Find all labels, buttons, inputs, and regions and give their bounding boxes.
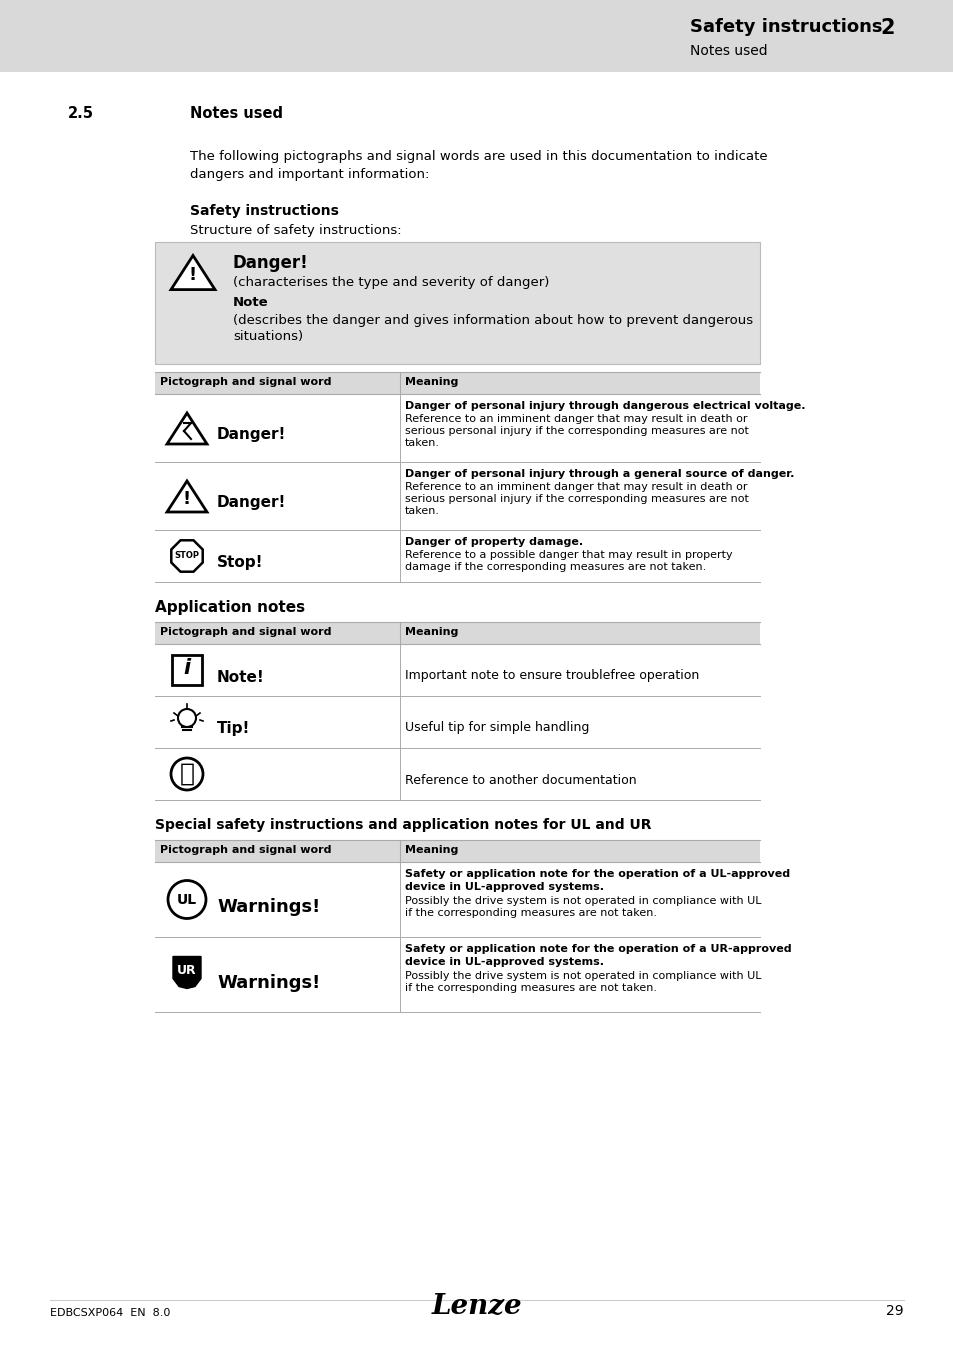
Text: taken.: taken. bbox=[405, 506, 439, 516]
Text: device in UL-approved systems.: device in UL-approved systems. bbox=[405, 882, 603, 892]
Text: taken.: taken. bbox=[405, 437, 439, 448]
Text: situations): situations) bbox=[233, 329, 303, 343]
Text: Reference to a possible danger that may result in property: Reference to a possible danger that may … bbox=[405, 549, 732, 560]
Text: Special safety instructions and application notes for UL and UR: Special safety instructions and applicat… bbox=[154, 818, 651, 832]
Circle shape bbox=[178, 709, 195, 728]
Bar bbox=[154, 622, 760, 644]
Text: EDBCSXP064  EN  8.0: EDBCSXP064 EN 8.0 bbox=[50, 1308, 171, 1318]
Polygon shape bbox=[172, 957, 201, 988]
Text: Notes used: Notes used bbox=[190, 107, 283, 122]
Text: Note!: Note! bbox=[216, 670, 265, 684]
Circle shape bbox=[171, 757, 203, 790]
Polygon shape bbox=[172, 540, 202, 571]
Text: !: ! bbox=[183, 490, 191, 508]
Text: ⓘ: ⓘ bbox=[179, 761, 194, 786]
Bar bbox=[154, 242, 760, 364]
Bar bbox=[172, 655, 202, 684]
Text: Reference to an imminent danger that may result in death or: Reference to an imminent danger that may… bbox=[405, 482, 747, 491]
Text: device in UL-approved systems.: device in UL-approved systems. bbox=[405, 957, 603, 967]
Text: Lenze: Lenze bbox=[432, 1293, 521, 1320]
Text: Meaning: Meaning bbox=[405, 845, 458, 855]
Text: Pictograph and signal word: Pictograph and signal word bbox=[160, 626, 331, 637]
Text: 2.5: 2.5 bbox=[68, 107, 94, 122]
Text: Possibly the drive system is not operated in compliance with UL: Possibly the drive system is not operate… bbox=[405, 971, 760, 981]
Text: Meaning: Meaning bbox=[405, 377, 458, 387]
Circle shape bbox=[168, 880, 206, 918]
Text: Stop!: Stop! bbox=[216, 555, 263, 571]
Text: Danger!: Danger! bbox=[233, 254, 309, 271]
Text: (describes the danger and gives information about how to prevent dangerous: (describes the danger and gives informat… bbox=[233, 315, 752, 327]
Text: Note: Note bbox=[233, 296, 269, 309]
Polygon shape bbox=[171, 255, 214, 290]
Text: Warnings!: Warnings! bbox=[216, 973, 320, 991]
Text: Pictograph and signal word: Pictograph and signal word bbox=[160, 845, 331, 855]
Text: 2: 2 bbox=[879, 18, 894, 38]
Text: Reference to an imminent danger that may result in death or: Reference to an imminent danger that may… bbox=[405, 414, 747, 424]
Text: Warnings!: Warnings! bbox=[216, 899, 320, 917]
Text: Pictograph and signal word: Pictograph and signal word bbox=[160, 377, 331, 387]
Text: if the corresponding measures are not taken.: if the corresponding measures are not ta… bbox=[405, 909, 657, 918]
Text: serious personal injury if the corresponding measures are not: serious personal injury if the correspon… bbox=[405, 494, 748, 504]
Text: Reference to another documentation: Reference to another documentation bbox=[405, 774, 636, 787]
Text: Possibly the drive system is not operated in compliance with UL: Possibly the drive system is not operate… bbox=[405, 896, 760, 906]
Text: The following pictographs and signal words are used in this documentation to ind: The following pictographs and signal wor… bbox=[190, 150, 767, 163]
Text: Application notes: Application notes bbox=[154, 599, 305, 616]
Text: Danger of personal injury through a general source of danger.: Danger of personal injury through a gene… bbox=[405, 468, 794, 479]
Text: 29: 29 bbox=[885, 1304, 903, 1318]
Text: Tip!: Tip! bbox=[216, 721, 250, 737]
Text: Important note to ensure troublefree operation: Important note to ensure troublefree ope… bbox=[405, 670, 699, 683]
Bar bbox=[154, 840, 760, 863]
Polygon shape bbox=[167, 413, 207, 444]
Text: Danger!: Danger! bbox=[216, 495, 286, 510]
Bar bbox=[0, 0, 953, 72]
Text: Safety or application note for the operation of a UR-approved: Safety or application note for the opera… bbox=[405, 944, 791, 954]
Text: Useful tip for simple handling: Useful tip for simple handling bbox=[405, 721, 589, 734]
Text: Notes used: Notes used bbox=[689, 45, 767, 58]
Text: Danger of personal injury through dangerous electrical voltage.: Danger of personal injury through danger… bbox=[405, 401, 804, 410]
Text: serious personal injury if the corresponding measures are not: serious personal injury if the correspon… bbox=[405, 427, 748, 436]
Text: dangers and important information:: dangers and important information: bbox=[190, 167, 429, 181]
Text: (characterises the type and severity of danger): (characterises the type and severity of … bbox=[233, 275, 549, 289]
Bar bbox=[154, 373, 760, 394]
Text: if the corresponding measures are not taken.: if the corresponding measures are not ta… bbox=[405, 983, 657, 994]
Text: i: i bbox=[183, 657, 191, 678]
Text: !: ! bbox=[189, 266, 197, 285]
Polygon shape bbox=[167, 481, 207, 512]
Text: Danger!: Danger! bbox=[216, 428, 286, 443]
Text: Danger of property damage.: Danger of property damage. bbox=[405, 537, 582, 547]
Text: Safety instructions: Safety instructions bbox=[190, 204, 338, 217]
Text: Safety instructions: Safety instructions bbox=[689, 18, 882, 36]
Text: UL: UL bbox=[176, 892, 197, 906]
Text: damage if the corresponding measures are not taken.: damage if the corresponding measures are… bbox=[405, 562, 705, 572]
Text: UR: UR bbox=[177, 964, 196, 977]
Text: STOP: STOP bbox=[174, 552, 199, 560]
Text: Structure of safety instructions:: Structure of safety instructions: bbox=[190, 224, 401, 238]
Text: Safety or application note for the operation of a UL-approved: Safety or application note for the opera… bbox=[405, 869, 789, 879]
Text: Meaning: Meaning bbox=[405, 626, 458, 637]
